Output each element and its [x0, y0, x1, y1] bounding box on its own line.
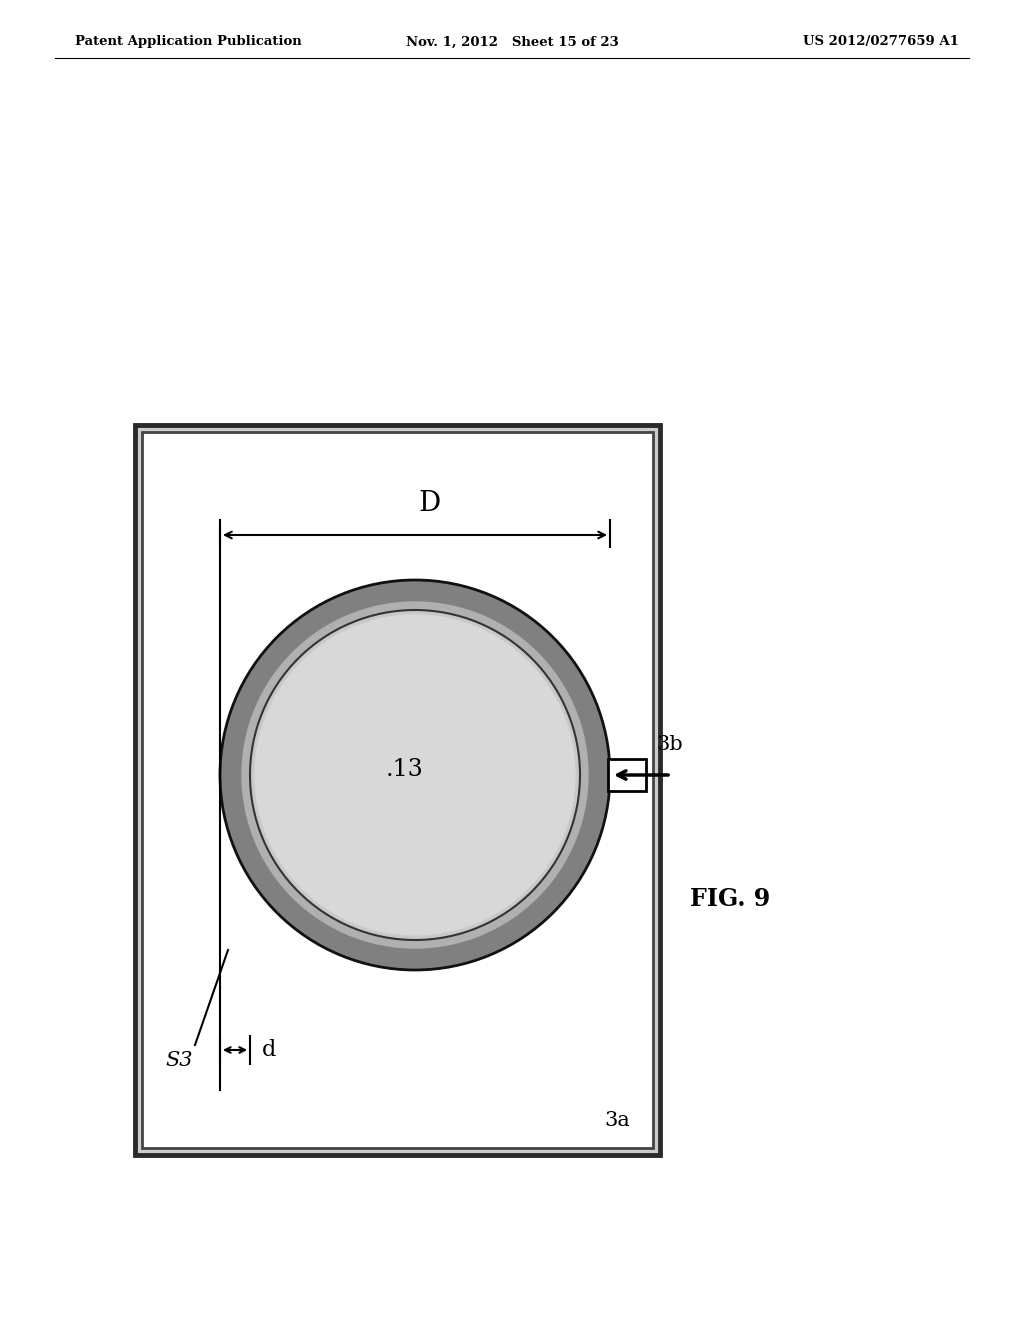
Text: Patent Application Publication: Patent Application Publication — [75, 36, 302, 49]
Text: Nov. 1, 2012   Sheet 15 of 23: Nov. 1, 2012 Sheet 15 of 23 — [406, 36, 618, 49]
Text: 3b: 3b — [656, 735, 683, 754]
Text: S3: S3 — [165, 1051, 193, 1069]
Text: FIG. 9: FIG. 9 — [690, 887, 770, 912]
Bar — [135, 425, 660, 1155]
Text: 3a: 3a — [604, 1110, 630, 1130]
Bar — [142, 432, 653, 1148]
Text: US 2012/0277659 A1: US 2012/0277659 A1 — [803, 36, 959, 49]
Circle shape — [242, 602, 588, 948]
Text: D: D — [419, 490, 441, 517]
Bar — [608, 759, 646, 791]
Circle shape — [255, 615, 575, 935]
Circle shape — [250, 610, 580, 940]
Circle shape — [220, 579, 610, 970]
Text: .13: .13 — [386, 759, 424, 781]
Text: d: d — [262, 1039, 276, 1061]
